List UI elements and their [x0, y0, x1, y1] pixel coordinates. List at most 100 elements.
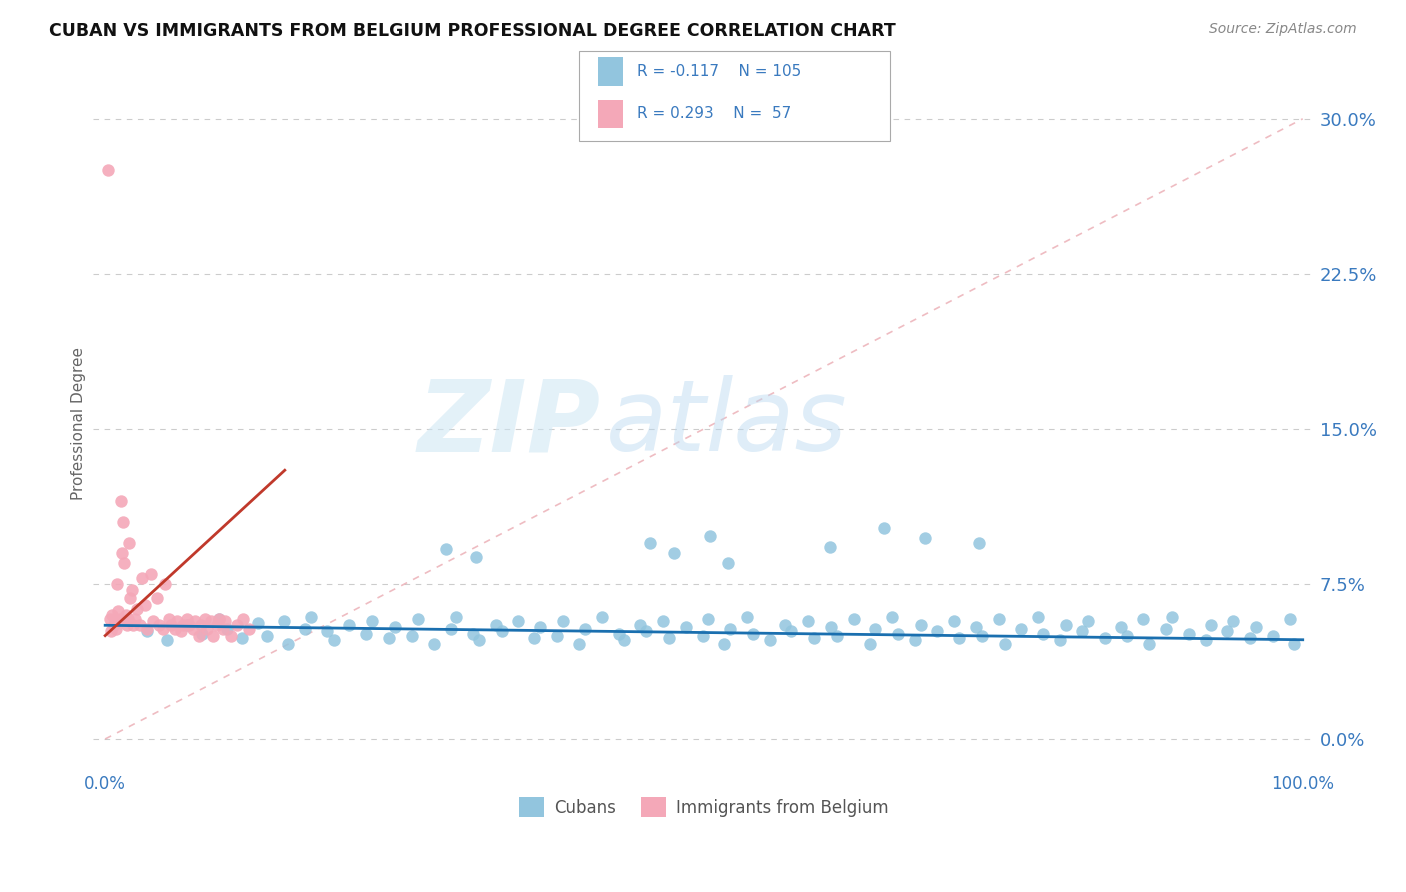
Point — [139, 566, 162, 581]
Point — [247, 616, 270, 631]
Point — [299, 610, 322, 624]
Point — [104, 623, 127, 637]
Point — [1161, 610, 1184, 624]
Point — [160, 618, 183, 632]
Point — [256, 629, 278, 643]
Point — [232, 612, 254, 626]
Point — [820, 620, 842, 634]
Point — [491, 624, 513, 639]
Point — [191, 626, 214, 640]
Point — [1094, 631, 1116, 645]
Point — [131, 571, 153, 585]
Point — [630, 618, 652, 632]
Text: R = -0.117    N = 105: R = -0.117 N = 105 — [637, 64, 801, 79]
Point — [406, 612, 429, 626]
Point — [742, 626, 765, 640]
Point — [818, 540, 841, 554]
Point — [214, 614, 236, 628]
Point — [104, 612, 127, 626]
Point — [177, 618, 200, 632]
Point — [591, 610, 613, 624]
Point — [169, 624, 191, 639]
Point — [607, 626, 630, 640]
Point — [127, 601, 149, 615]
Point — [120, 591, 142, 606]
Point — [546, 629, 568, 643]
Point — [440, 623, 463, 637]
Text: atlas: atlas — [606, 376, 848, 472]
Point — [859, 637, 882, 651]
Point — [112, 515, 135, 529]
Point — [98, 612, 121, 626]
Point — [128, 618, 150, 632]
Point — [181, 623, 204, 637]
Point — [208, 612, 231, 626]
Point — [1199, 618, 1222, 632]
Y-axis label: Professional Degree: Professional Degree — [72, 347, 86, 500]
Text: Source: ZipAtlas.com: Source: ZipAtlas.com — [1209, 22, 1357, 37]
Point — [148, 618, 170, 632]
Point — [759, 632, 782, 647]
Point — [735, 610, 758, 624]
Point — [775, 618, 797, 632]
Point — [208, 612, 231, 626]
Point — [1071, 624, 1094, 639]
Point — [1026, 610, 1049, 624]
Point — [461, 626, 484, 640]
Point — [1077, 614, 1099, 628]
Point — [468, 632, 491, 647]
Point — [508, 614, 530, 628]
Point — [225, 618, 247, 632]
Point — [613, 632, 636, 647]
Text: R = 0.293    N =  57: R = 0.293 N = 57 — [637, 106, 792, 121]
Point — [315, 624, 337, 639]
Point — [96, 163, 118, 178]
Point — [1054, 618, 1077, 632]
Point — [103, 618, 125, 632]
Point — [1139, 637, 1161, 651]
Legend: Cubans, Immigrants from Belgium: Cubans, Immigrants from Belgium — [513, 790, 896, 824]
Point — [717, 556, 740, 570]
Point — [187, 629, 209, 643]
Point — [176, 618, 198, 632]
Point — [658, 631, 681, 645]
Point — [529, 620, 551, 634]
Point — [145, 591, 167, 606]
Point — [201, 629, 224, 643]
Point — [101, 607, 124, 622]
Point — [195, 623, 218, 637]
Point — [1261, 629, 1284, 643]
Point — [969, 535, 991, 549]
Point — [277, 637, 299, 651]
Point — [1115, 629, 1137, 643]
Point — [914, 532, 936, 546]
Point — [378, 631, 401, 645]
Point — [172, 618, 194, 632]
Point — [211, 623, 233, 637]
Point — [662, 546, 685, 560]
Point — [163, 623, 186, 637]
Point — [993, 637, 1015, 651]
Point — [943, 614, 966, 628]
Point — [887, 626, 910, 640]
Point — [384, 620, 406, 634]
Point — [927, 624, 949, 639]
Point — [1195, 632, 1218, 647]
Point — [114, 607, 136, 622]
Point — [110, 494, 132, 508]
Point — [568, 637, 591, 651]
Point — [872, 521, 894, 535]
Point — [699, 529, 721, 543]
Point — [675, 620, 697, 634]
Point — [551, 614, 574, 628]
Text: CUBAN VS IMMIGRANTS FROM BELGIUM PROFESSIONAL DEGREE CORRELATION CHART: CUBAN VS IMMIGRANTS FROM BELGIUM PROFESS… — [49, 22, 896, 40]
Point — [152, 623, 174, 637]
Point — [652, 614, 675, 628]
Point — [574, 623, 596, 637]
Point — [124, 612, 146, 626]
Point — [238, 623, 260, 637]
Point — [803, 631, 825, 645]
Point — [484, 618, 506, 632]
Point — [444, 610, 467, 624]
Point — [111, 546, 134, 560]
